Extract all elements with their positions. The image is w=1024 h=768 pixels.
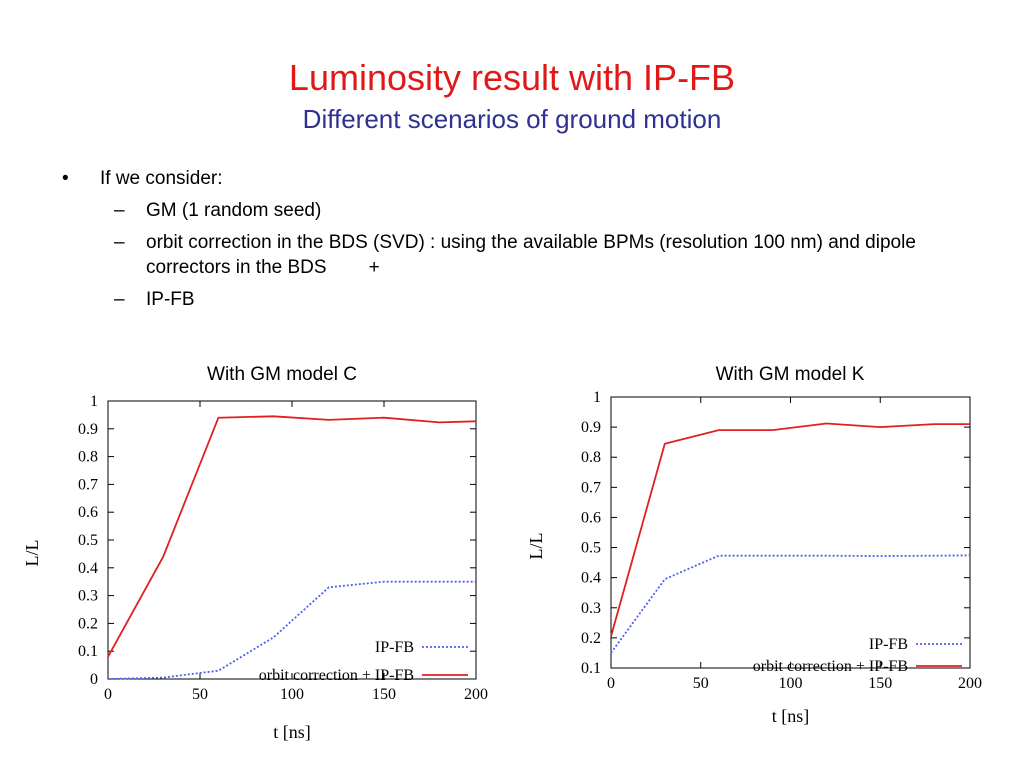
sub-item: – orbit correction in the BDS (SVD) : us… bbox=[62, 230, 1002, 280]
y-tick-label: 0.4 bbox=[581, 570, 601, 587]
series-line-orbit-correction bbox=[107, 415, 477, 658]
chart-caption-c: With GM model C bbox=[207, 364, 357, 385]
y-axis-label: L/L bbox=[526, 533, 546, 560]
x-tick-label: 100 bbox=[280, 686, 304, 703]
y-tick-label: 0.8 bbox=[78, 449, 98, 466]
legend-label: orbit correction + IP-FB bbox=[753, 658, 908, 675]
x-tick-label: 50 bbox=[192, 686, 208, 703]
y-tick-label: 0.7 bbox=[78, 476, 98, 493]
dash-icon: – bbox=[114, 200, 125, 221]
bullet-item: • If we consider: bbox=[62, 166, 1002, 191]
y-tick-label: 0.5 bbox=[78, 532, 98, 549]
y-tick-label: 1 bbox=[90, 393, 98, 410]
x-tick-label: 150 bbox=[868, 675, 892, 692]
x-tick-label: 200 bbox=[958, 675, 982, 692]
slide-subtitle: Different scenarios of ground motion bbox=[302, 104, 722, 134]
chart-caption-k: With GM model K bbox=[715, 364, 865, 385]
y-tick-label: 0.5 bbox=[581, 540, 601, 557]
y-tick-label: 1 bbox=[593, 389, 601, 406]
y-tick-label: 0.8 bbox=[581, 449, 601, 466]
y-tick-label: 0.6 bbox=[581, 509, 601, 526]
y-tick-label: 0.7 bbox=[581, 479, 601, 496]
legend-label: orbit correction + IP-FB bbox=[259, 667, 414, 684]
y-tick-label: 0.2 bbox=[78, 615, 98, 632]
sub-item-text: IP-FB bbox=[146, 289, 195, 310]
legend-label: IP-FB bbox=[869, 636, 908, 653]
plus-sign: + bbox=[368, 257, 380, 278]
chart-gm-model-k: 0 50 100 150 200 0.1 0.2 0.3 0.4 0.5 0.6 0.7 0.8 0.9 1… bbox=[526, 389, 982, 726]
chart-gm-model-c: 0 50 100 150 200 0 0.1 0.2 0.3 0.4 0.5 0.6 0.7 0.8 0.9… bbox=[22, 393, 488, 742]
bullet-text: If we consider: bbox=[100, 168, 223, 189]
y-tick-label: 0.1 bbox=[78, 643, 98, 660]
plot-frame bbox=[610, 396, 971, 669]
x-tick-label: 100 bbox=[779, 675, 803, 692]
x-tick-label: 200 bbox=[464, 686, 488, 703]
x-tick-label: 0 bbox=[104, 686, 112, 703]
bullet-list: • If we consider: – GM (1 random seed) –… bbox=[62, 166, 1002, 312]
legend-label: IP-FB bbox=[375, 639, 414, 656]
y-tick-label: 0.6 bbox=[78, 504, 98, 521]
series-line-ipfb bbox=[107, 580, 476, 680]
y-tick-label: 0.1 bbox=[581, 660, 601, 677]
bullet-dot-icon: • bbox=[62, 168, 69, 189]
slide-title: Luminosity result with IP-FB bbox=[288, 57, 736, 98]
x-tick-label: 50 bbox=[693, 675, 709, 692]
sub-item-text: orbit correction in the BDS (SVD) : usin… bbox=[146, 232, 916, 278]
x-tick-label: 0 bbox=[607, 675, 615, 692]
y-tick-label: 0.2 bbox=[581, 630, 601, 647]
y-tick-label: 0.3 bbox=[581, 600, 601, 617]
y-tick-label: 0.4 bbox=[78, 560, 98, 577]
sub-item-text: GM (1 random seed) bbox=[146, 200, 322, 221]
plot-frame bbox=[107, 400, 477, 680]
sub-item: – IP-FB bbox=[62, 287, 1002, 312]
y-tick-label: 0.9 bbox=[581, 419, 601, 436]
dash-icon: – bbox=[114, 289, 125, 310]
sub-item: – GM (1 random seed) bbox=[62, 198, 1002, 223]
series-line-orbit-correction bbox=[610, 422, 970, 637]
y-tick-label: 0.9 bbox=[78, 421, 98, 438]
y-axis-label: L/L bbox=[22, 540, 42, 567]
series-line-ipfb bbox=[610, 554, 971, 654]
y-tick-label: 0 bbox=[90, 671, 98, 688]
x-axis-label: t [ns] bbox=[772, 706, 810, 726]
x-tick-label: 150 bbox=[372, 686, 396, 703]
dash-icon: – bbox=[114, 232, 125, 253]
y-tick-label: 0.3 bbox=[78, 588, 98, 605]
x-axis-label: t [ns] bbox=[273, 722, 311, 742]
